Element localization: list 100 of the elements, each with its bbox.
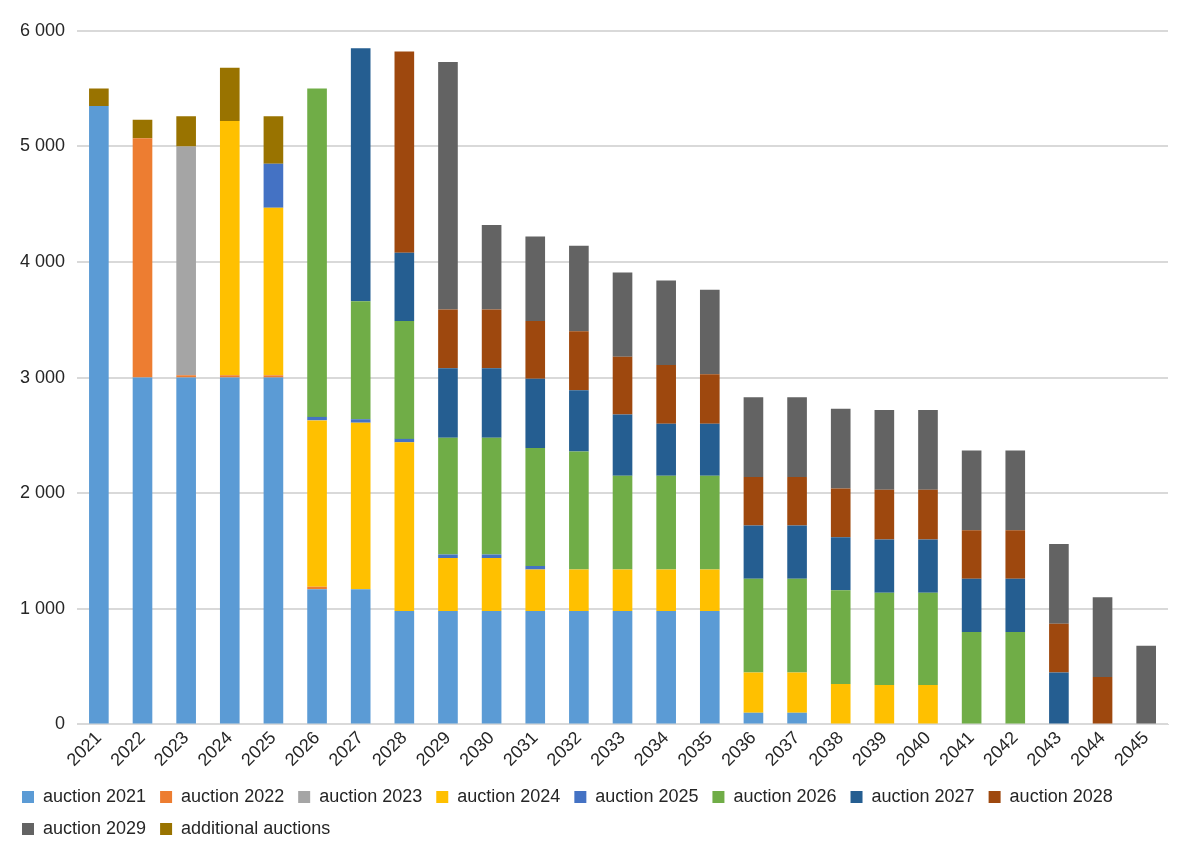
bar (569, 245, 589, 332)
bar (874, 489, 895, 540)
y-tick-label: 0 (55, 713, 66, 734)
bar (481, 437, 502, 555)
bar (743, 477, 764, 526)
bar (176, 375, 196, 378)
bar (918, 685, 938, 724)
bar (350, 301, 371, 420)
legend-label: auction 2029 (43, 817, 147, 838)
bar (787, 578, 807, 673)
bar (394, 51, 415, 253)
y-tick-label: 5 000 (20, 135, 66, 156)
bar (438, 62, 458, 310)
bar (656, 423, 676, 476)
y-tick-label: 6 000 (20, 19, 66, 40)
legend-label: auction 2024 (457, 785, 561, 806)
bar (656, 475, 676, 570)
bar (263, 163, 284, 208)
bar (1092, 597, 1113, 678)
bar (89, 88, 109, 106)
bar (612, 475, 633, 570)
bar (830, 683, 851, 724)
bar (918, 409, 938, 490)
bar (176, 116, 196, 147)
bar (307, 589, 327, 724)
y-tick-label: 2 000 (20, 482, 66, 503)
bar (1049, 623, 1069, 673)
bar (525, 236, 546, 321)
bar (1005, 530, 1026, 579)
bar (569, 390, 589, 452)
bar (438, 437, 458, 555)
bar (438, 554, 458, 558)
bar (1005, 578, 1026, 632)
bar (132, 138, 153, 378)
bar (699, 569, 720, 612)
bar (1049, 672, 1069, 724)
bar (656, 280, 676, 365)
bar (569, 569, 589, 612)
bar (918, 489, 938, 540)
bar (699, 611, 720, 724)
bar (481, 225, 502, 310)
bar (569, 611, 589, 724)
bar (612, 414, 633, 476)
legend-label: auction 2022 (181, 785, 285, 806)
y-tick-label: 4 000 (20, 250, 66, 271)
bar (525, 448, 546, 567)
bar (219, 377, 240, 724)
legend-label: auction 2021 (43, 785, 147, 806)
bar (612, 569, 633, 612)
bar (874, 409, 895, 490)
bar (525, 611, 546, 724)
bar (918, 592, 938, 686)
bar (438, 368, 458, 438)
bar (743, 525, 764, 579)
bar (656, 569, 676, 612)
bar (132, 119, 153, 139)
legend-label: auction 2026 (733, 785, 837, 806)
bar (394, 442, 415, 612)
bar (743, 397, 764, 478)
bar (612, 272, 633, 357)
bar (481, 557, 502, 612)
bar (787, 397, 807, 478)
bar (525, 320, 546, 379)
bar (394, 252, 415, 321)
bar (350, 419, 371, 423)
bar (612, 356, 633, 415)
bar (132, 377, 153, 724)
bar (569, 451, 589, 570)
bar (830, 488, 851, 538)
bar (918, 539, 938, 593)
legend-label: auction 2025 (595, 785, 699, 806)
bar (307, 88, 327, 417)
legend-label: additional auctions (181, 817, 331, 838)
bar (263, 375, 284, 378)
bar (525, 569, 546, 612)
bar (219, 120, 240, 376)
y-tick-label: 3 000 (20, 366, 66, 387)
bar (961, 450, 982, 531)
bar (830, 408, 851, 489)
bar (743, 672, 764, 713)
bar (961, 578, 982, 632)
bar (438, 557, 458, 612)
bar (176, 377, 196, 724)
bar (438, 611, 458, 724)
bar (89, 105, 109, 724)
bar (481, 611, 502, 724)
bar (656, 364, 676, 424)
bar (874, 539, 895, 593)
bar (699, 289, 720, 375)
bar (787, 477, 807, 526)
bar (743, 712, 764, 724)
bar (525, 378, 546, 449)
bar (569, 331, 589, 391)
bar (350, 422, 371, 590)
bar (1005, 631, 1026, 724)
bar (961, 530, 982, 579)
bar (830, 590, 851, 684)
bar (1005, 450, 1026, 531)
bar (481, 554, 502, 558)
bar (874, 592, 895, 686)
